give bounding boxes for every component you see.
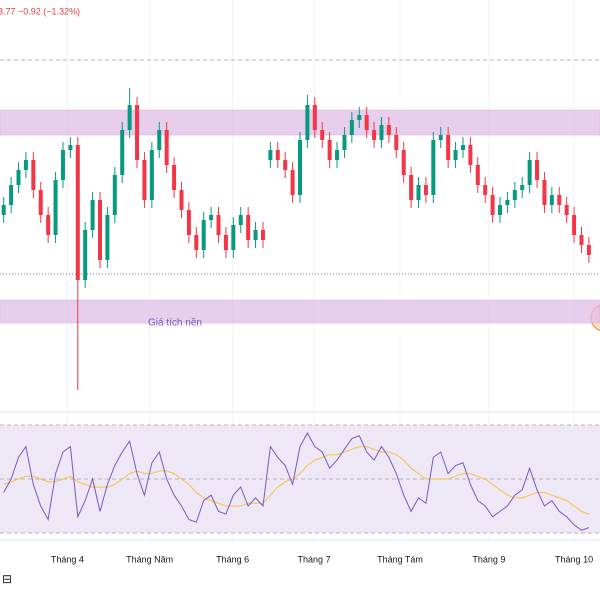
candle-body [379,125,384,140]
candle-body [342,135,347,150]
candle-body [327,140,332,160]
candle-body [320,130,325,140]
candle-body [238,215,243,225]
candle-body [231,225,236,250]
candle-body [438,135,443,140]
candle-body [401,150,406,175]
rsi-band [0,425,600,533]
candle-body [53,180,58,235]
candle-body [283,160,288,170]
candle-body [246,215,251,240]
candle-body [260,230,265,240]
candle-body [423,185,428,195]
candle-body [31,160,36,190]
rsi-line [3,446,590,515]
candle-body [290,170,295,195]
candle-body [446,135,451,160]
grid [66,0,575,540]
candle-body [16,170,21,185]
candle-body [460,145,465,150]
candle-body [90,200,95,230]
candle-body [186,210,191,235]
annotation: Giá tích nền [148,317,202,329]
candle-body [512,190,517,200]
candle-body [498,205,502,215]
candle-body [253,230,258,240]
candle-body [305,105,310,140]
candle-body [142,160,147,200]
x-tick-label: Tháng 7 [298,554,331,564]
candle-body [372,130,377,140]
candle-body [364,115,369,130]
candle-body [46,215,51,235]
candle-body [394,135,399,150]
toolbar-icon[interactable]: ⊟ [2,572,12,586]
candle-body [149,150,154,200]
candle-body [564,205,569,215]
candle-body [179,190,184,210]
candle-body [9,185,14,205]
candle-body [527,160,532,185]
x-tick-label: Tháng Tám [377,554,423,564]
candle-body [68,145,73,150]
candle-body [112,175,117,215]
candle-body [549,195,554,205]
zone [0,299,600,324]
candle-body [172,165,177,190]
candle-body [194,235,199,250]
candle-body [135,105,140,160]
x-tick-label: Tháng 4 [51,554,84,564]
x-tick-label: Tháng Năm [126,554,173,564]
candle-body [505,200,510,205]
candle-body [127,105,132,130]
x-tick-label: Tháng 9 [472,554,505,564]
candle-body [416,185,421,200]
candle-body [490,195,495,215]
candle-body [120,130,125,175]
candle-body [409,175,414,200]
candle-body [579,235,584,245]
candle-body [23,160,28,170]
candle-body [468,145,473,165]
candle-body [557,195,562,205]
candle-body [520,185,525,190]
candle-body [431,140,436,195]
candle-body [298,140,302,195]
x-tick-label: Tháng 6 [216,554,249,564]
candle-body [483,185,488,195]
candle-body [586,245,591,255]
candle-body [349,120,354,135]
candle-body [164,130,169,165]
candle-body [157,130,162,150]
candle-body [453,150,458,160]
candle-body [357,115,362,120]
candle-body [209,215,214,220]
x-tick-label: Tháng 10 [555,554,593,564]
candle-body [312,105,317,130]
candle-body [83,230,88,280]
candle-body [105,215,110,260]
zone [0,109,600,136]
candle-body [542,180,547,205]
candle-body [335,150,340,160]
candle-body [268,150,273,160]
price-header: 3.77 −0.92 (−1.32%) [0,6,80,16]
candle-body [216,215,221,235]
candle-body [1,205,6,215]
candle-body [386,125,391,135]
candle-body [535,160,540,180]
candle-body [201,220,206,250]
candle-body [223,235,228,250]
candle-body [75,145,80,280]
rsi-line [3,432,590,531]
candle-body [572,215,577,235]
candle-body [275,150,280,160]
candle-body [60,150,65,180]
candle-body [475,165,480,185]
candle-body [98,200,102,260]
candle-body [38,190,43,215]
